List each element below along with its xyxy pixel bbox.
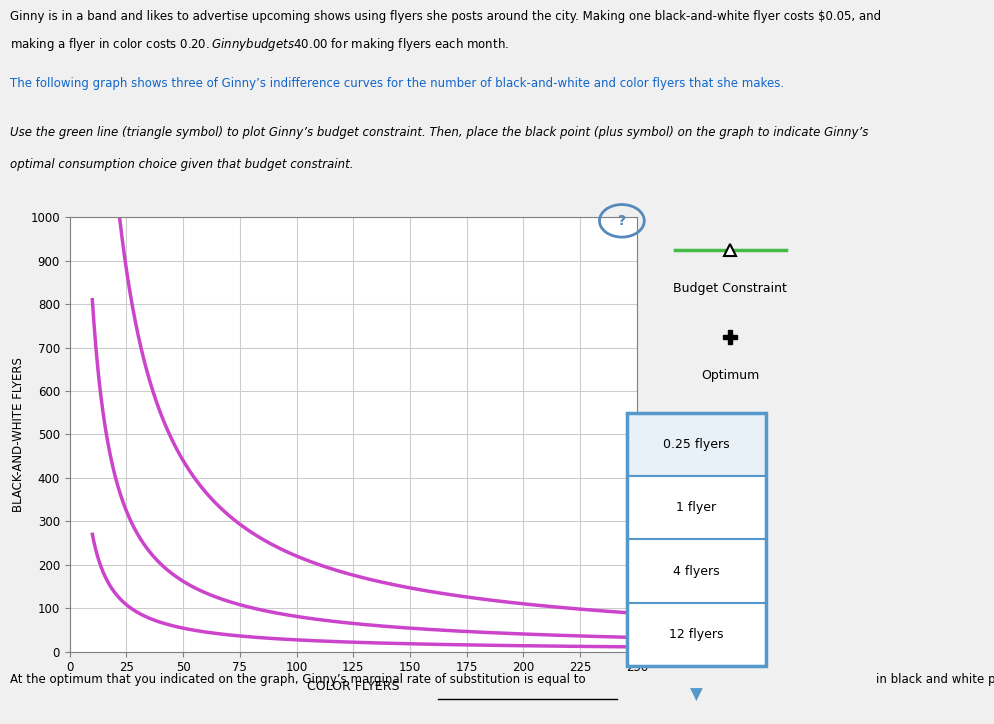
Text: Budget Constraint: Budget Constraint <box>673 282 786 295</box>
Text: making a flyer in color costs $0.20. Ginny budgets $40.00 for making flyers each: making a flyer in color costs $0.20. Gin… <box>10 36 508 54</box>
Text: Ginny is in a band and likes to advertise upcoming shows using flyers she posts : Ginny is in a band and likes to advertis… <box>10 10 881 23</box>
Text: ▼: ▼ <box>690 686 702 704</box>
Text: At the optimum that you indicated on the graph, Ginny’s marginal rate of substit: At the optimum that you indicated on the… <box>10 673 585 686</box>
Text: I₂: I₂ <box>641 631 649 644</box>
Text: I₃: I₃ <box>641 607 649 620</box>
Text: I₁: I₁ <box>641 641 649 653</box>
FancyBboxPatch shape <box>626 413 765 476</box>
Text: Use the green line (triangle symbol) to plot Ginny’s budget constraint. Then, pl: Use the green line (triangle symbol) to … <box>10 126 868 139</box>
FancyBboxPatch shape <box>626 539 765 602</box>
Text: optimal consumption choice given that budget constraint.: optimal consumption choice given that bu… <box>10 158 353 171</box>
Text: ?: ? <box>617 214 625 228</box>
Text: Optimum: Optimum <box>701 369 758 382</box>
Y-axis label: BLACK-AND-WHITE FLYERS: BLACK-AND-WHITE FLYERS <box>12 357 25 512</box>
FancyBboxPatch shape <box>626 476 765 539</box>
X-axis label: COLOR FLYERS: COLOR FLYERS <box>307 680 399 693</box>
Text: 4 flyers: 4 flyers <box>673 565 719 578</box>
Text: The following graph shows three of Ginny’s indifference curves for the number of: The following graph shows three of Ginny… <box>10 77 783 90</box>
Text: 12 flyers: 12 flyers <box>669 628 723 641</box>
Text: 1 flyer: 1 flyer <box>676 501 716 514</box>
Text: 0.25 flyers: 0.25 flyers <box>663 438 729 451</box>
Text: in black and white per flyer in color.: in black and white per flyer in color. <box>875 673 994 686</box>
FancyBboxPatch shape <box>626 602 765 666</box>
